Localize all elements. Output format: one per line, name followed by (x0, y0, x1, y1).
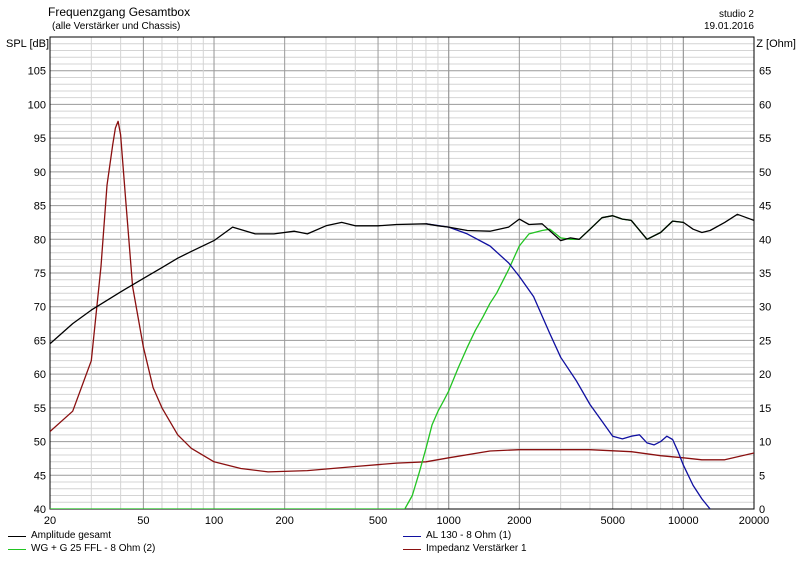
series-lines (50, 120, 754, 509)
legend-item-al130: AL 130 - 8 Ohm (1) (403, 530, 511, 542)
series-line-impedanz-verst-rker-1 (50, 120, 754, 473)
x-tick-label: 50 (137, 515, 149, 527)
legend-label-amplitude: Amplitude gesamt (31, 530, 112, 541)
legend-swatch-amplitude (8, 535, 26, 537)
y-tick-label: 90 (34, 167, 46, 179)
x-tick-label: 1000 (436, 515, 460, 527)
y-tick-label: 105 (28, 66, 46, 78)
y-tick-label: 60 (34, 369, 46, 381)
y-tick-label: 55 (34, 403, 46, 415)
x-tick-label: 500 (369, 515, 387, 527)
legend-swatch-wg (8, 548, 26, 550)
series-line-amplitude-gesamt (50, 213, 754, 345)
chart-right-title: studio 2 (718, 9, 754, 20)
x-tick-label: 5000 (600, 515, 624, 527)
x-tick-label: 20 (44, 515, 56, 527)
y2-tick-label: 30 (759, 302, 771, 314)
y-tick-label: 95 (34, 133, 46, 145)
y-axis-label: SPL [dB] (6, 38, 49, 50)
x-tick-label: 20000 (739, 515, 770, 527)
series-line-al-130-8-ohm-1 (425, 223, 711, 509)
y2-tick-label: 15 (759, 403, 771, 415)
legend-label-wg: WG + G 25 FFL - 8 Ohm (2) (31, 543, 156, 554)
y2-tick-label: 20 (759, 369, 771, 381)
y-tick-label: 85 (34, 201, 46, 213)
y-tick-label: 75 (34, 268, 46, 280)
y2-tick-label: 25 (759, 335, 771, 347)
chart-subtitle: (alle Verstärker und Chassis) (52, 21, 181, 32)
legend-item-impedance: Impedanz Verstärker 1 (403, 543, 527, 555)
y2-tick-label: 0 (759, 504, 765, 516)
x-tick-label: 200 (275, 515, 293, 527)
y2-tick-label: 65 (759, 66, 771, 78)
x-tick-label: 100 (205, 515, 223, 527)
y2-tick-label: 5 (759, 470, 765, 482)
grid (49, 36, 755, 510)
chart-date: 19.01.2016 (703, 21, 754, 32)
y-tick-label: 40 (34, 504, 46, 516)
legend-item-amplitude: Amplitude gesamt (8, 530, 111, 542)
y2-tick-label: 45 (759, 201, 771, 213)
chart-title: Frequenzgang Gesamtbox (48, 5, 191, 19)
axes: 20 50 100 200 500 1000 2000 5000 10000 2000040455… (6, 36, 796, 527)
y2-tick-label: 55 (759, 133, 771, 145)
y2-axis-label: Z [Ohm] (756, 38, 796, 50)
y2-tick-label: 50 (759, 167, 771, 179)
y-tick-label: 50 (34, 437, 46, 449)
y2-tick-label: 10 (759, 437, 771, 449)
y2-tick-label: 35 (759, 268, 771, 280)
legend-swatch-impedance (403, 548, 421, 550)
y2-tick-label: 40 (759, 234, 771, 246)
x-tick-label: 10000 (668, 515, 699, 527)
x-tick-label: 2000 (507, 515, 531, 527)
legend-label-al130: AL 130 - 8 Ohm (1) (426, 530, 512, 541)
y-tick-label: 80 (34, 234, 46, 246)
y-tick-label: 45 (34, 470, 46, 482)
legend-label-impedance: Impedanz Verstärker 1 (426, 543, 527, 554)
y2-tick-label: 60 (759, 99, 771, 111)
y-tick-label: 70 (34, 302, 46, 314)
y-tick-label: 100 (28, 99, 46, 111)
y-tick-label: 65 (34, 335, 46, 347)
legend-item-wg: WG + G 25 FFL - 8 Ohm (2) (8, 543, 155, 555)
legend-swatch-al130 (403, 535, 421, 537)
